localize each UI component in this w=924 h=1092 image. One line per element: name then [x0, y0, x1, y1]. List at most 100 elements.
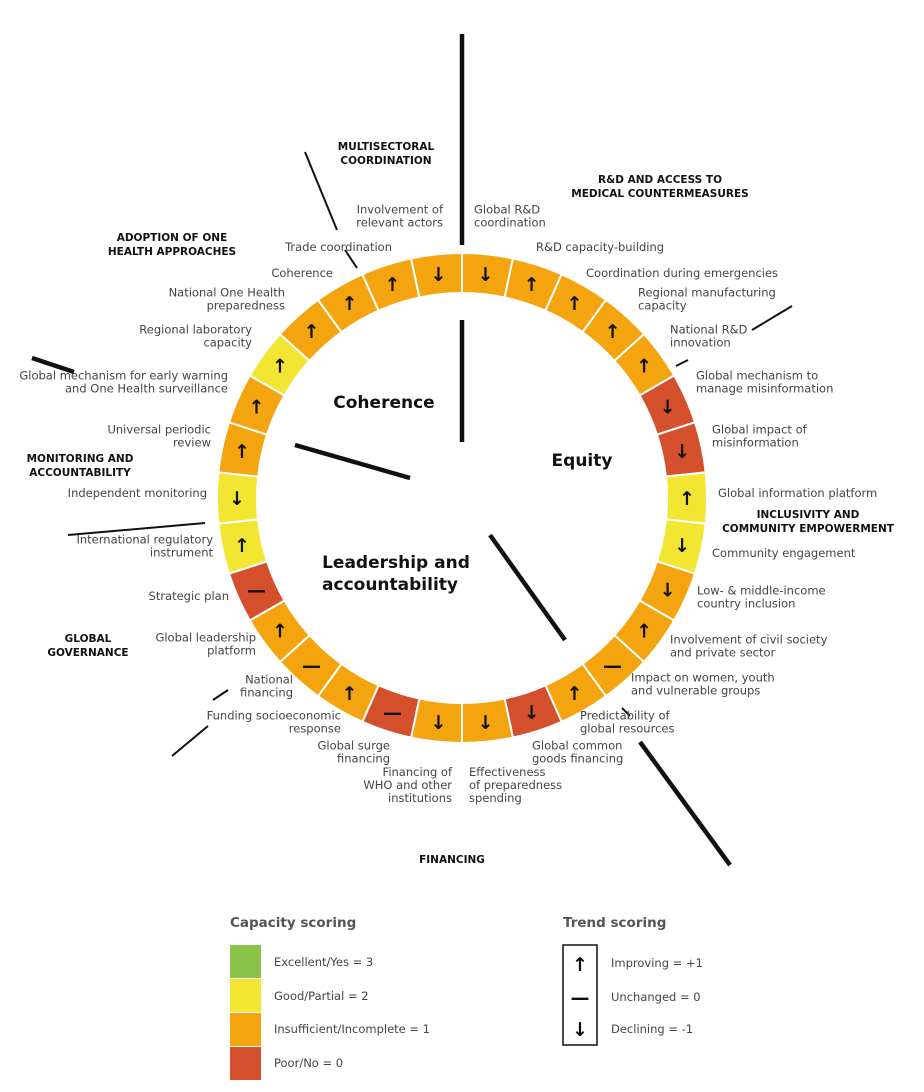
down-arrow-icon: ↓	[674, 441, 690, 463]
indicator-label: goods financing	[532, 752, 623, 766]
up-arrow-icon: ↑	[248, 396, 264, 418]
up-arrow-icon: ↑	[636, 620, 652, 642]
pillar-coherence: Coherence	[333, 393, 434, 413]
down-arrow-icon: ↓	[660, 396, 676, 418]
up-arrow-icon: ↑	[234, 441, 250, 463]
dash-icon: —	[247, 580, 266, 602]
down-arrow-icon: ↓	[572, 1019, 588, 1041]
indicator-label: Low- & middle-income	[697, 584, 826, 598]
indicator-label: National One Health	[169, 286, 285, 300]
separator-multisectoral	[304, 151, 338, 231]
domain-one-health: ADOPTION OF ONE HEALTH APPROACHES	[108, 232, 236, 258]
legend-capacity-excellent: Excellent/Yes = 3	[274, 955, 373, 969]
indicator-label: Regional laboratory	[139, 323, 252, 337]
dash-icon: —	[603, 655, 622, 677]
indicator-label: Coordination during emergencies	[586, 266, 778, 280]
divider-left-outer	[31, 355, 75, 375]
down-arrow-icon: ↓	[431, 712, 447, 734]
domain-global-governance-line2: GOVERNANCE	[47, 647, 128, 659]
indicator-label: and vulnerable groups	[631, 684, 760, 698]
up-arrow-icon: ↑	[636, 356, 652, 378]
domain-rnd-line2: MEDICAL COUNTERMEASURES	[571, 188, 748, 200]
up-arrow-icon: ↑	[272, 620, 288, 642]
swatch-poor	[230, 1047, 261, 1080]
indicator-label: Global surge	[317, 739, 390, 753]
dash-icon: —	[571, 987, 590, 1009]
up-arrow-icon: ↑	[342, 293, 358, 315]
separator-financing-tick	[212, 689, 229, 701]
up-arrow-icon: ↑	[572, 954, 588, 976]
indicator-label: innovation	[670, 336, 731, 350]
up-arrow-icon: ↑	[679, 488, 695, 510]
legend-trend-declining: Declining = -1	[611, 1022, 693, 1036]
legend-trend-improving: Improving = +1	[611, 956, 703, 970]
ring-segment	[409, 251, 463, 299]
indicator-label: spending	[469, 791, 522, 805]
indicator-label: misinformation	[712, 436, 799, 450]
indicator-label: Global R&D	[474, 203, 540, 217]
indicator-label: and One Health surveillance	[65, 382, 228, 396]
indicator-label: Strategic plan	[149, 589, 229, 603]
domain-rnd: R&D AND ACCESS TO MEDICAL COUNTERMEASURE…	[571, 174, 748, 200]
indicator-label: International regulatory	[76, 533, 213, 547]
down-arrow-icon: ↓	[478, 712, 494, 734]
legend-capacity: Capacity scoring Excellent/Yes = 3 Good/…	[230, 915, 430, 1080]
down-arrow-icon: ↓	[478, 264, 494, 286]
indicator-label: Coherence	[271, 266, 333, 280]
separator-monitoring	[67, 522, 206, 536]
up-arrow-icon: ↑	[567, 293, 583, 315]
separator-multisectoral-tick	[344, 249, 358, 269]
indicator-label: National	[245, 673, 293, 687]
indicator-label: and private sector	[670, 646, 776, 660]
indicator-label: financing	[337, 752, 390, 766]
indicator-label: Independent monitoring	[68, 486, 207, 500]
pillar-dividers	[31, 34, 732, 867]
divider-lower-right-outer	[638, 740, 732, 867]
indicator-label: capacity	[638, 299, 687, 313]
up-arrow-icon: ↑	[272, 356, 288, 378]
indicator-label: review	[173, 436, 211, 450]
indicator-label: institutions	[388, 791, 452, 805]
indicator-label: Global information platform	[718, 486, 877, 500]
trend-arrows: ↓ ↑ ↑ ↑ ↑ ↓ ↓ ↑ ↓ ↓ ↑ — ↑ ↓ ↓ ↓ — ↑ — ↑ — ↑ ↓ ↑ ↑ ↑ ↑ ↑ ↑ ↓	[229, 264, 695, 734]
indicator-label: National R&D	[670, 323, 748, 337]
indicator-label: Regional manufacturing	[638, 286, 776, 300]
indicator-label: Trade coordination	[284, 240, 392, 254]
indicator-label: Predictability of	[580, 709, 671, 723]
indicator-label: WHO and other	[363, 778, 452, 792]
indicator-label: Financing of	[383, 765, 453, 779]
domain-monitoring: MONITORING AND ACCOUNTABILITY	[27, 453, 134, 479]
score-ring	[216, 251, 708, 745]
indicator-label: capacity	[203, 336, 252, 350]
domain-inclusivity-line1: INCLUSIVITY AND	[757, 509, 860, 521]
swatch-insufficient	[230, 1013, 261, 1046]
up-arrow-icon: ↑	[342, 683, 358, 705]
pillar-leadership-line2: accountability	[322, 575, 458, 595]
down-arrow-icon: ↓	[674, 535, 690, 557]
indicator-label: relevant actors	[356, 216, 443, 230]
indicator-label: country inclusion	[697, 597, 795, 611]
indicator-label: preparedness	[207, 299, 285, 313]
up-arrow-icon: ↑	[605, 321, 621, 343]
domain-multisectoral: MULTISECTORAL COORDINATION	[338, 141, 435, 167]
indicator-label: instrument	[150, 546, 214, 560]
pillar-equity: Equity	[552, 451, 613, 471]
domain-monitoring-line2: ACCOUNTABILITY	[29, 467, 131, 479]
up-arrow-icon: ↑	[524, 274, 540, 296]
domain-inclusivity-line2: COMMUNITY EMPOWERMENT	[722, 523, 895, 535]
domain-global-governance-line1: GLOBAL	[65, 633, 112, 645]
domain-global-governance: GLOBAL GOVERNANCE	[47, 633, 128, 659]
domain-financing: FINANCING	[419, 854, 485, 866]
divider-lower-right-inner	[488, 533, 567, 642]
swatch-excellent	[230, 945, 261, 978]
legend-capacity-poor: Poor/No = 0	[274, 1056, 343, 1070]
indicator-label: global resources	[580, 722, 674, 736]
legend-capacity-title: Capacity scoring	[230, 915, 356, 931]
legend-capacity-good: Good/Partial = 2	[274, 989, 369, 1003]
domain-multisectoral-line1: MULTISECTORAL	[338, 141, 435, 153]
separator-rnd	[751, 305, 793, 331]
dash-icon: —	[383, 702, 402, 724]
domain-one-health-line2: HEALTH APPROACHES	[108, 246, 236, 258]
domain-separators	[67, 151, 793, 757]
